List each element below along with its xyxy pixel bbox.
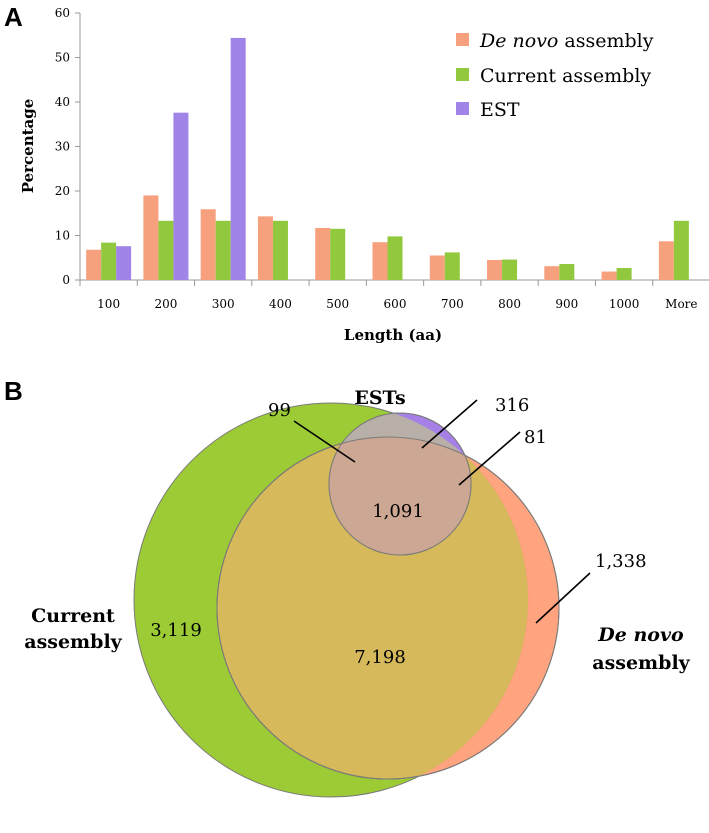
bar-de-novo-assembly-1000 [601, 271, 617, 280]
bar-current-assembly-more [673, 220, 689, 280]
y-tick-label: 0 [62, 273, 70, 287]
x-tick-label: 200 [154, 297, 177, 311]
x-tick-label: 600 [384, 297, 407, 311]
bars [86, 37, 689, 281]
panel-b-letter: B [4, 376, 23, 406]
legend-label-denovo-italic: De novo [479, 30, 558, 52]
panel-a-letter: A [4, 2, 23, 32]
y-tick-label: 20 [55, 184, 70, 198]
x-tick-label: 1000 [609, 297, 640, 311]
x-ticks: 100 200 300 400 500 600 700 800 900 1000 More [79, 280, 698, 311]
venn-est-outline [328, 412, 472, 556]
venn-overlap-all [329, 437, 471, 555]
bar-est-200 [173, 112, 189, 281]
legend-label-current: Current assembly [480, 65, 651, 87]
legend-label-est: EST [480, 99, 520, 121]
venn-count-all-three: 1,091 [372, 501, 424, 522]
venn-label-denovo-line1: De novo [597, 624, 684, 646]
venn-label-current-line1: Current [31, 605, 115, 627]
venn-count-denovo-est: 81 [524, 427, 547, 448]
leader-line-316 [421, 399, 478, 449]
bar-de-novo-assembly-800 [487, 259, 503, 280]
bar-current-assembly-1000 [616, 267, 632, 280]
bar-current-assembly-200 [158, 220, 174, 280]
legend-swatch-current [456, 68, 469, 81]
bar-current-assembly-800 [502, 259, 518, 280]
x-tick-label: 700 [441, 297, 464, 311]
bar-current-assembly-600 [387, 236, 403, 280]
bar-de-novo-assembly-500 [315, 227, 331, 280]
bar-est-100 [116, 246, 132, 280]
leader-line-1338 [535, 572, 591, 624]
venn-denovo-outline [216, 436, 560, 780]
venn-label-current-line2: assembly [24, 631, 122, 653]
bar-de-novo-assembly-400 [257, 216, 273, 280]
bar-de-novo-assembly-more [658, 241, 674, 280]
bar-de-novo-assembly-100 [86, 249, 102, 280]
venn-count-current-only: 3,119 [150, 620, 202, 641]
venn-label-ests: ESTs [354, 387, 405, 409]
legend-swatch-est [456, 102, 469, 115]
bar-chart: 0 10 20 30 40 50 60 100 200 300 400 500 600 700 800 90… [19, 6, 709, 344]
x-tick-label: 400 [269, 297, 292, 311]
venn-count-est-only: 316 [495, 395, 529, 416]
y-tick-label: 40 [55, 95, 70, 109]
y-tick-label: 60 [55, 6, 70, 20]
legend: De novo assembly Current assembly EST [456, 30, 654, 121]
bar-current-assembly-400 [272, 220, 288, 280]
x-tick-label: 100 [97, 297, 120, 311]
bar-current-assembly-700 [444, 252, 460, 280]
x-tick-label: 900 [555, 297, 578, 311]
x-tick-label: 800 [498, 297, 521, 311]
y-axis-title: Percentage [19, 99, 37, 194]
y-tick-label: 30 [55, 140, 70, 154]
venn-count-current-denovo: 7,198 [354, 647, 406, 668]
x-tick-label: 500 [326, 297, 349, 311]
venn-diagram: 99 316 81 1,091 1,338 3,119 7,198 ESTs C… [24, 387, 691, 798]
bar-current-assembly-100 [101, 242, 117, 280]
venn-count-denovo-only: 1,338 [595, 551, 647, 572]
bar-current-assembly-900 [559, 263, 575, 280]
bar-de-novo-assembly-200 [143, 195, 159, 280]
bar-de-novo-assembly-900 [544, 266, 560, 280]
bar-de-novo-assembly-600 [372, 242, 388, 280]
venn-count-current-est: 99 [268, 400, 291, 421]
legend-label-denovo: De novo assembly [479, 30, 654, 52]
x-tick-label: 300 [212, 297, 235, 311]
leader-line-99 [293, 420, 356, 463]
venn-label-denovo-line2: assembly [592, 652, 690, 674]
leader-line-81 [458, 431, 521, 486]
bar-est-300 [230, 37, 246, 280]
legend-swatch-denovo [456, 33, 469, 46]
legend-label-denovo-rest: assembly [558, 30, 653, 52]
x-tick-label: More [665, 297, 697, 311]
bar-current-assembly-500 [330, 228, 346, 280]
y-ticks: 0 10 20 30 40 50 60 [55, 6, 80, 287]
bar-de-novo-assembly-300 [200, 209, 216, 280]
x-axis-title: Length (aa) [344, 326, 442, 344]
y-tick-label: 10 [55, 229, 70, 243]
y-tick-label: 50 [55, 51, 70, 65]
bar-de-novo-assembly-700 [429, 255, 445, 280]
bar-current-assembly-300 [215, 220, 231, 280]
